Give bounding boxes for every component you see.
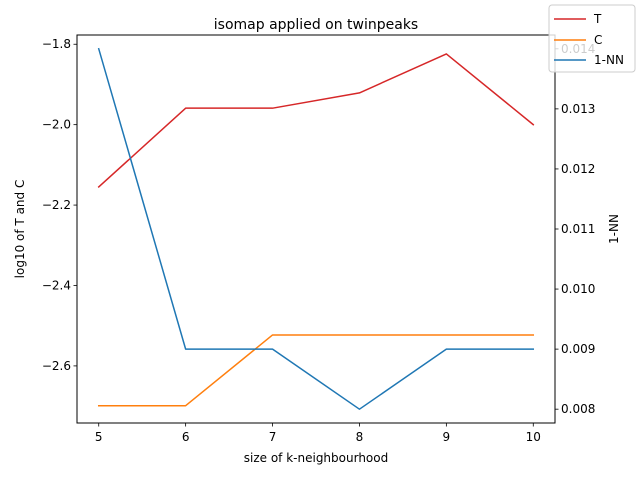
x-tick-label: 8 — [356, 430, 364, 444]
legend-label-1nn: 1-NN — [594, 53, 624, 67]
x-tick-label: 9 — [443, 430, 451, 444]
left-tick-label: −2.6 — [42, 359, 71, 373]
x-tick-label: 6 — [182, 430, 190, 444]
x-tick-label: 5 — [95, 430, 103, 444]
left-tick-label: −2.0 — [42, 118, 71, 132]
left-tick-label: −1.8 — [42, 37, 71, 51]
right-tick-label: 0.010 — [561, 282, 595, 296]
right-tick-label: 0.009 — [561, 342, 595, 356]
series-line-c — [97, 334, 535, 407]
series-layer — [97, 47, 535, 410]
legend-label-c: C — [594, 33, 602, 47]
legend-box — [548, 4, 636, 73]
left-axis-ticks: −1.8 −2.0 −2.2 −2.4 −2.6 — [42, 37, 77, 373]
series-line-t — [97, 53, 535, 189]
left-axis-label: log10 of T and C — [13, 180, 27, 279]
left-tick-label: −2.2 — [42, 198, 71, 212]
series-line-1nn — [97, 47, 535, 410]
x-tick-label: 10 — [526, 430, 541, 444]
right-tick-label: 0.008 — [561, 402, 595, 416]
right-axis-label: 1-NN — [607, 214, 621, 244]
left-tick-label: −2.4 — [42, 278, 71, 292]
x-axis-label: size of k-neighbourhood — [244, 451, 388, 465]
x-tick-label: 7 — [269, 430, 277, 444]
chart-title: isomap applied on twinpeaks — [214, 17, 418, 33]
legend: T C 1-NN — [548, 4, 636, 73]
x-axis-ticks: 5 6 7 8 9 10 — [95, 423, 541, 444]
legend-label-t: T — [593, 12, 602, 26]
right-tick-label: 0.013 — [561, 102, 595, 116]
right-tick-label: 0.011 — [561, 222, 595, 236]
right-tick-label: 0.012 — [561, 162, 595, 176]
